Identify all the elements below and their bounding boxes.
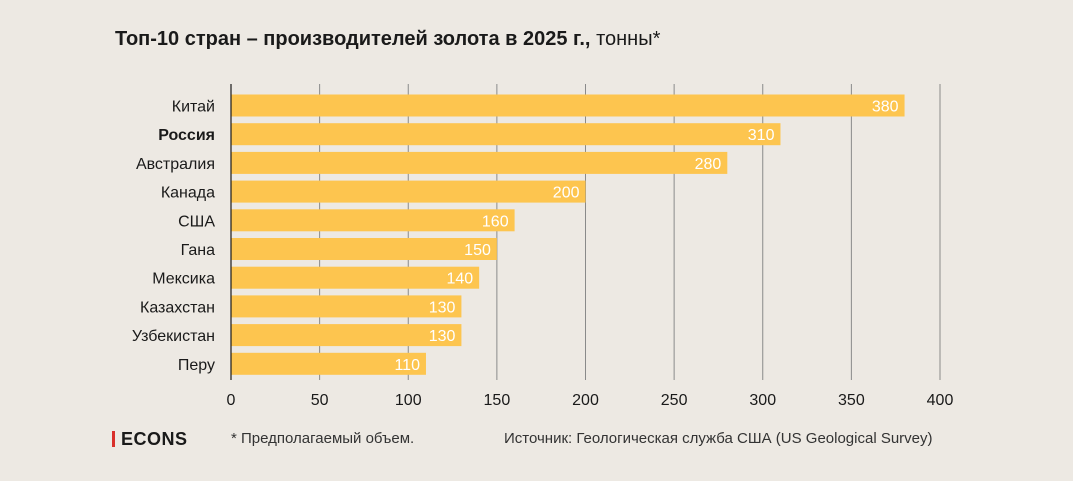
logo-accent-bar [112, 431, 115, 447]
logo-text: ECONS [121, 429, 188, 449]
category-label: Гана [181, 242, 216, 259]
x-tick-label: 100 [395, 392, 422, 409]
chart-title: Топ-10 стран – производителей золота в 2… [115, 28, 660, 51]
bar-value-label: 140 [446, 271, 473, 288]
bar [231, 266, 480, 289]
econs-logo: ECONS [112, 429, 188, 450]
footnote: * Предполагаемый объем. [231, 430, 415, 447]
category-label: Китай [172, 99, 215, 116]
chart-title-unit: тонны* [596, 28, 661, 50]
bar [231, 324, 462, 347]
x-tick-label: 350 [838, 392, 865, 409]
bar [231, 151, 728, 174]
bar-value-label: 110 [394, 357, 420, 374]
category-label: Мексика [152, 271, 215, 288]
category-label: США [178, 213, 215, 230]
category-label: Перу [178, 357, 215, 374]
bar-value-label: 280 [695, 156, 722, 173]
bar-value-label: 150 [464, 242, 491, 259]
x-tick-label: 0 [227, 392, 236, 409]
bar-value-label: 310 [748, 127, 775, 144]
category-label: Австралия [136, 156, 215, 173]
x-tick-label: 200 [572, 392, 599, 409]
category-label: Канада [161, 185, 215, 202]
bar-value-label: 130 [429, 299, 456, 316]
category-label: Россия [158, 127, 215, 144]
bar-value-label: 130 [429, 328, 456, 345]
x-tick-label: 300 [749, 392, 776, 409]
bar [231, 94, 905, 117]
x-tick-label: 150 [484, 392, 511, 409]
bar [231, 123, 781, 146]
x-tick-label: 250 [661, 392, 688, 409]
bar-value-label: 200 [553, 185, 580, 202]
category-label: Казахстан [140, 299, 215, 316]
category-label: Узбекистан [132, 328, 215, 345]
x-tick-label: 400 [927, 392, 954, 409]
bar [231, 352, 426, 375]
bar [231, 180, 586, 203]
source-note: Источник: Геологическая служба США (US G… [504, 430, 933, 447]
bar [231, 209, 515, 232]
bar-value-label: 380 [872, 99, 899, 116]
chart-title-main: Топ-10 стран – производителей золота в 2… [115, 28, 591, 50]
bar-value-label: 160 [482, 213, 509, 230]
x-tick-label: 50 [311, 392, 329, 409]
bar [231, 238, 497, 260]
bar [231, 295, 462, 318]
